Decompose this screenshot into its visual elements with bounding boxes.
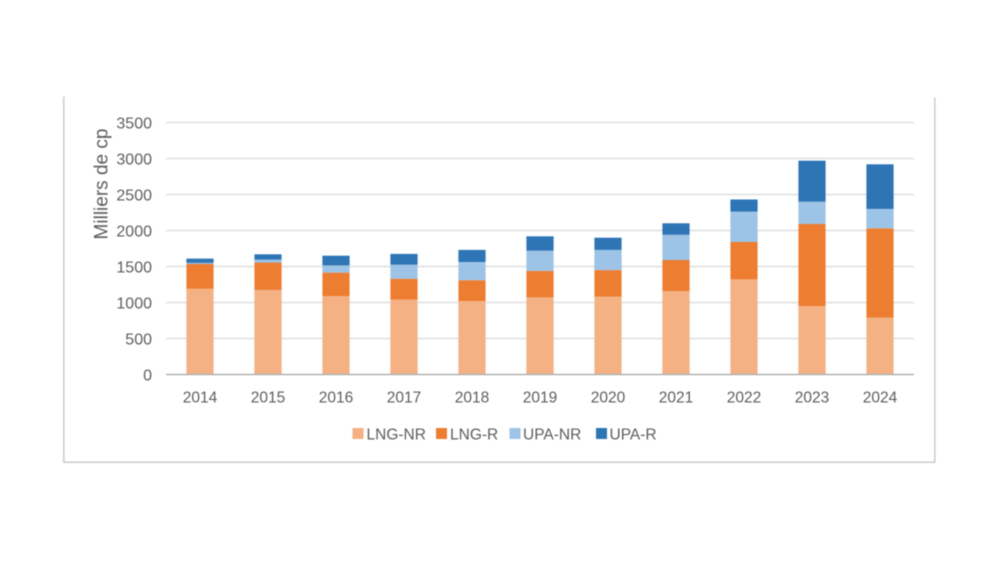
- svg-text:LNG-NR: LNG-NR: [367, 427, 426, 444]
- svg-text:LNG-R: LNG-R: [450, 427, 498, 444]
- svg-text:2500: 2500: [116, 188, 152, 205]
- svg-text:1000: 1000: [116, 296, 152, 313]
- svg-text:2021: 2021: [659, 390, 693, 407]
- svg-text:UPA-NR: UPA-NR: [523, 427, 581, 444]
- svg-text:2024: 2024: [863, 390, 898, 407]
- svg-text:2014: 2014: [183, 390, 218, 407]
- svg-text:500: 500: [125, 332, 152, 349]
- svg-text:3000: 3000: [116, 152, 152, 169]
- svg-text:2017: 2017: [387, 390, 421, 407]
- svg-text:0: 0: [143, 368, 152, 385]
- svg-text:2016: 2016: [319, 390, 353, 407]
- svg-text:2018: 2018: [455, 390, 489, 407]
- svg-text:Milliers de cp: Milliers de cp: [92, 129, 113, 240]
- svg-text:3500: 3500: [116, 116, 152, 133]
- svg-text:2000: 2000: [116, 224, 152, 241]
- svg-text:2023: 2023: [795, 390, 829, 407]
- svg-text:2022: 2022: [727, 390, 761, 407]
- svg-text:UPA-R: UPA-R: [610, 427, 657, 444]
- svg-text:2019: 2019: [523, 390, 557, 407]
- svg-text:2020: 2020: [591, 390, 626, 407]
- svg-text:1500: 1500: [116, 260, 152, 277]
- svg-text:2015: 2015: [251, 390, 285, 407]
